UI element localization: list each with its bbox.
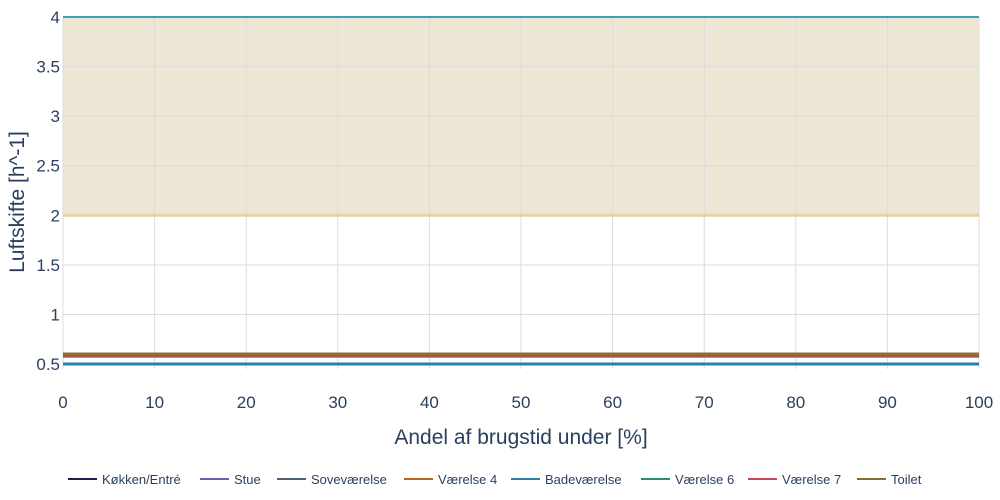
- y-tick-label: 2: [51, 206, 60, 225]
- y-tick-label: 0.5: [36, 355, 60, 374]
- legend-label: Stue: [234, 472, 261, 487]
- x-axis-title: Andel af brugstid under [%]: [394, 426, 647, 449]
- y-axis-ticks: 0.5 1 1.5 2 2.5 3 3.5 4: [36, 8, 60, 374]
- x-axis-ticks: 0 10 20 30 40 50 60 70 80 90 100: [58, 393, 993, 412]
- x-tick-label: 40: [420, 393, 439, 412]
- y-tick-label: 1: [51, 305, 60, 324]
- legend-label: Køkken/Entré: [102, 472, 181, 487]
- x-tick-label: 20: [237, 393, 256, 412]
- band-line-layer: [63, 16, 979, 217]
- x-tick-label: 70: [695, 393, 714, 412]
- x-tick-label: 100: [965, 393, 993, 412]
- x-tick-label: 90: [878, 393, 897, 412]
- y-tick-label: 1.5: [36, 256, 60, 275]
- y-tick-label: 3.5: [36, 58, 60, 77]
- x-tick-label: 30: [328, 393, 347, 412]
- legend-label: Værelse 7: [782, 472, 841, 487]
- legend-label: Soveværelse: [311, 472, 387, 487]
- legend: Køkken/Entré Stue Soveværelse Værelse 4 Bade…: [68, 472, 922, 487]
- x-tick-label: 10: [145, 393, 164, 412]
- legend-label: Værelse 6: [675, 472, 734, 487]
- legend-label: Badeværelse: [545, 472, 622, 487]
- legend-label: Værelse 4: [438, 472, 497, 487]
- x-tick-label: 80: [786, 393, 805, 412]
- y-tick-label: 4: [51, 8, 60, 27]
- x-tick-label: 50: [512, 393, 531, 412]
- x-tick-label: 0: [58, 393, 67, 412]
- y-axis-title: Luftskifte [h^-1]: [6, 131, 29, 273]
- series-layer: [63, 352, 979, 366]
- y-tick-label: 3: [51, 107, 60, 126]
- legend-label: Toilet: [891, 472, 922, 487]
- x-tick-label: 60: [603, 393, 622, 412]
- y-tick-label: 2.5: [36, 157, 60, 176]
